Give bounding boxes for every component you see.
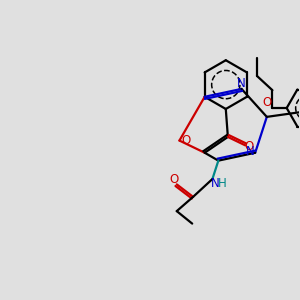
Text: O: O <box>169 172 178 185</box>
Text: N: N <box>245 145 254 158</box>
Text: N: N <box>210 177 219 190</box>
Text: O: O <box>263 97 272 110</box>
Text: H: H <box>218 177 226 190</box>
Text: N: N <box>237 77 246 90</box>
Text: O: O <box>181 134 190 147</box>
Text: O: O <box>245 140 254 153</box>
